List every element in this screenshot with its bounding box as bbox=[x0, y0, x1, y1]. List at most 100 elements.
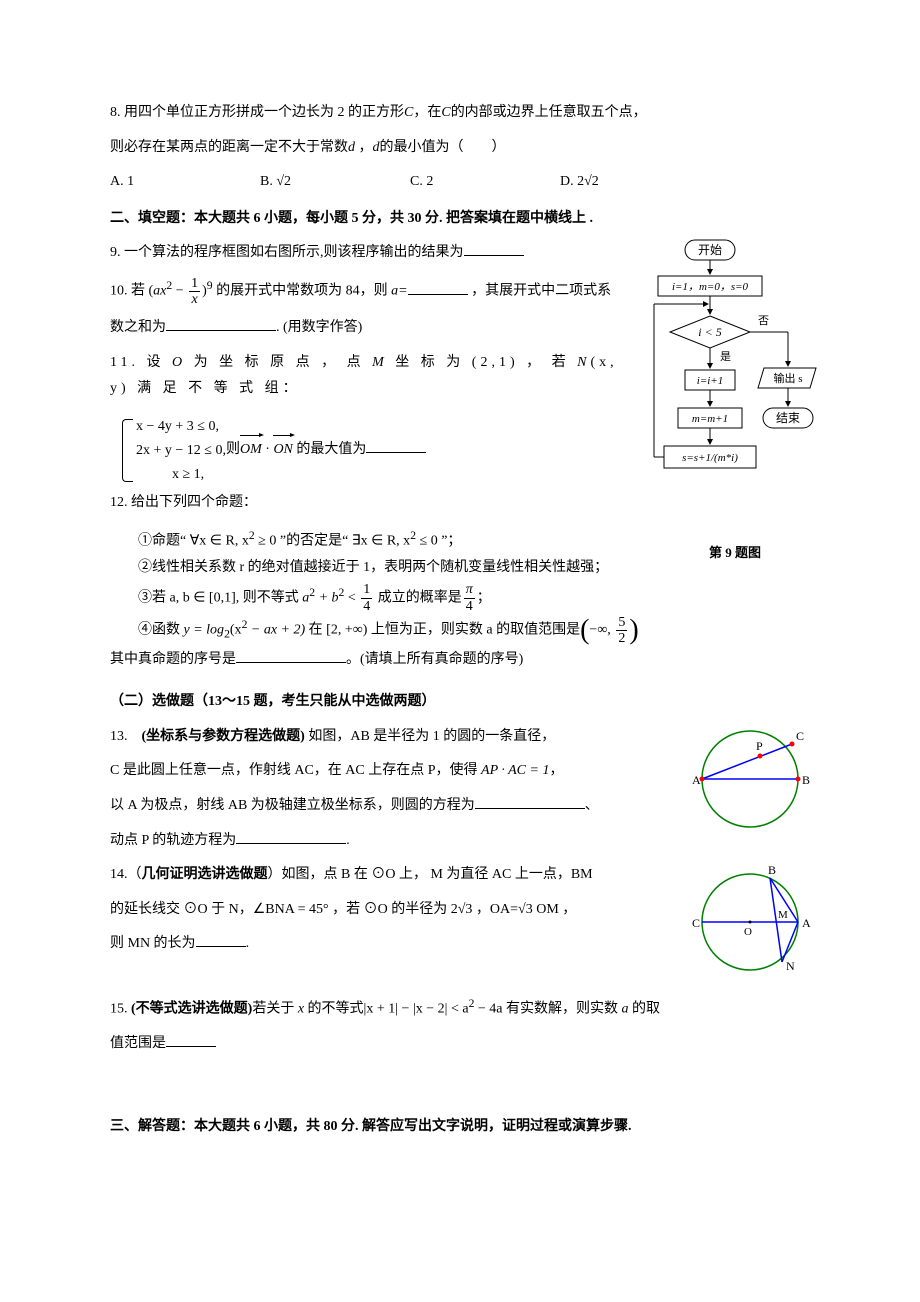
q15-mid3: 有实数解，则实数 bbox=[503, 1001, 622, 1016]
q12-p4-mid: 上恒为正，则实数 a 的取值范围是 bbox=[367, 623, 580, 638]
q8-opt-b-val: √2 bbox=[276, 174, 291, 189]
fc-init: i=1，m=0，s=0 bbox=[672, 281, 749, 293]
q8-mid1: ，在 bbox=[413, 105, 441, 120]
q11-coord: (2,1) bbox=[472, 355, 519, 370]
q11-then: 则 bbox=[226, 442, 240, 457]
question-15-line2: 值范围是 bbox=[110, 1031, 820, 1058]
q13-post: 如图，AB 是半径为 1 的圆的一条直径， bbox=[305, 729, 555, 744]
q11-sys2: 2x + y − 12 ≤ 0, bbox=[136, 439, 226, 463]
svg-text:N: N bbox=[786, 959, 795, 973]
q13-line2-pre: C 是此圆上任意一点，作射线 AC，在 AC 上存在点 P，使得 bbox=[110, 763, 481, 778]
q12-p3-int: [0,1] bbox=[209, 591, 236, 606]
svg-text:M: M bbox=[778, 909, 788, 921]
q12-blank bbox=[236, 648, 346, 663]
q13-sep: 、 bbox=[585, 798, 599, 813]
q12-p1-ge: ≥ 0 bbox=[255, 534, 277, 549]
q13-blank1 bbox=[475, 794, 585, 809]
q14-blank bbox=[196, 932, 246, 947]
q11-t4: 满 足 不 等 式 组： bbox=[130, 381, 301, 396]
q11-pre: 11. 设 bbox=[110, 355, 172, 370]
q12-p4-paren: (x bbox=[230, 623, 242, 638]
q12-p1-le: ≤ 0 bbox=[416, 534, 438, 549]
q10-blank1 bbox=[408, 280, 468, 295]
q11-sys1: x − 4y + 3 ≤ 0, bbox=[136, 415, 226, 439]
q11-blank bbox=[366, 438, 426, 453]
q11-bracket: x − 4y + 3 ≤ 0, 2x + y − 12 ≤ 0, x ≥ 1, bbox=[122, 415, 226, 486]
svg-text:C: C bbox=[796, 729, 804, 743]
fc-step1: i=i+1 bbox=[697, 375, 723, 387]
fc-step2: m=m+1 bbox=[692, 413, 728, 425]
q13-cat: (坐标系与参数方程选做题) bbox=[142, 729, 305, 744]
q14-l3-pre: 则 MN 的长为 bbox=[110, 936, 196, 951]
q11-O: O bbox=[172, 355, 186, 370]
section-2-header: 二、填空题：本大题共 6 小题，每小题 5 分，共 30 分. 把答案填在题中横… bbox=[110, 206, 820, 233]
q14-diagram: C A B N M O bbox=[680, 862, 820, 993]
fc-yes: 是 bbox=[720, 350, 731, 363]
q15-line2: 值范围是 bbox=[110, 1036, 166, 1051]
q14-l2-mid2: ，OA= bbox=[472, 902, 518, 917]
flowchart-figure: 开始 i=1，m=0，s=0 i < 5 是 否 输出 s 结束 i=i+1 m… bbox=[650, 238, 820, 565]
q8-opt-a: A. 1 bbox=[110, 169, 260, 196]
svg-text:A: A bbox=[802, 916, 811, 930]
q14-end: . bbox=[246, 936, 250, 951]
q11-dot: · bbox=[262, 442, 274, 457]
question-15: 15. (不等式选讲选做题)若关于 x 的不等式|x + 1| − |x − 2… bbox=[110, 993, 820, 1023]
section-optional-header: （二）选做题（13～15 题，考生只能从中选做两题） bbox=[110, 689, 820, 716]
q12-tail: 其中真命题的序号是 。(请填上所有真命题的序号) bbox=[110, 647, 820, 674]
fc-no: 否 bbox=[758, 315, 769, 327]
q12-p1-mid: ”的否定是“ bbox=[276, 534, 351, 549]
q12-p3-lt: < bbox=[344, 591, 359, 606]
q13-pre: 13. bbox=[110, 729, 142, 744]
flowchart-caption: 第 9 题图 bbox=[650, 541, 820, 566]
q11-after: 的最大值为 bbox=[293, 442, 367, 457]
q15-mid1: 若关于 bbox=[252, 1001, 298, 1016]
q13-line4-pre: 动点 P 的轨迹方程为 bbox=[110, 833, 236, 848]
q15-expr2: − 4a bbox=[474, 1001, 502, 1016]
q8-opt-d-val: 2√2 bbox=[577, 174, 599, 189]
q12-p4-rest: − ax + 2) bbox=[247, 623, 305, 638]
q8-opt-d: D. 2√2 bbox=[560, 169, 710, 196]
q12-p4-rfrac: 52 bbox=[616, 615, 627, 647]
q12-p4-rparen: ) bbox=[629, 615, 638, 646]
q12-p4-dom: [2, +∞) bbox=[326, 623, 367, 638]
q8-opt-b: B. √2 bbox=[260, 169, 410, 196]
q10-line2: 数之和为 bbox=[110, 320, 166, 335]
q12-p4-in: 在 bbox=[305, 623, 326, 638]
q12-p1-end: ”； bbox=[438, 534, 462, 549]
q14-l2-mid: ，若 ⊙O 的半径为 bbox=[329, 902, 451, 917]
q11-OM: OM bbox=[240, 437, 262, 464]
q12-p3-plus: + b bbox=[315, 591, 338, 606]
fc-output: 输出 s bbox=[773, 371, 802, 385]
q12-p3-pi: π4 bbox=[464, 582, 475, 614]
q8-mid3: ， bbox=[355, 140, 373, 155]
q10-mid1: 的展开式中常数项为 84，则 bbox=[213, 284, 392, 299]
q10-aeq: a= bbox=[391, 284, 407, 299]
q10-ax: ax bbox=[153, 284, 166, 299]
q8-line2-pre: 则必存在某两点的距离一定不大于常数 bbox=[110, 140, 348, 155]
q13-blank2 bbox=[236, 829, 346, 844]
q13-line2-post: ， bbox=[549, 763, 563, 778]
q12-p3-mid: , 则不等式 bbox=[236, 591, 303, 606]
q12-tail-post: 。(请填上所有真命题的序号) bbox=[346, 652, 523, 667]
q10-mid2: ，其展开式中二项式系 bbox=[468, 284, 612, 299]
q13-line3-pre: 以 A 为极点，射线 AB 为极轴建立极坐标系，则圆的方程为 bbox=[110, 798, 475, 813]
q10-pre: 10. 若 ( bbox=[110, 284, 153, 299]
q12-p1-pre: ①命题“ bbox=[138, 534, 190, 549]
question-11-system: x − 4y + 3 ≤ 0, 2x + y − 12 ≤ 0, x ≥ 1, … bbox=[110, 411, 640, 490]
q15-blank bbox=[166, 1032, 216, 1047]
q15-expr: |x + 1| − |x − 2| < a bbox=[364, 1001, 469, 1016]
q14-l2-mid3: OM ， bbox=[533, 902, 577, 917]
q8-d-1: d bbox=[348, 140, 355, 155]
q12-p4-rpre: −∞, bbox=[589, 623, 614, 638]
q12-p4-pre: ④函数 bbox=[138, 623, 184, 638]
svg-text:A: A bbox=[692, 773, 701, 787]
q12-p3-mid2: 成立的概率是 bbox=[374, 591, 462, 606]
svg-text:P: P bbox=[756, 739, 763, 753]
q15-pre: 15. bbox=[110, 1001, 131, 1016]
q14-rval: 2√3 bbox=[451, 902, 473, 917]
q9-text: 9. 一个算法的程序框图如右图所示,则该程序输出的结果为 bbox=[110, 245, 464, 260]
q12-tail-pre: 其中真命题的序号是 bbox=[110, 652, 236, 667]
q11-M: M bbox=[372, 355, 388, 370]
question-8: 8. 用四个单位正方形拼成一个边长为 2 的正方形C，在C的内部或边界上任意取五… bbox=[110, 100, 820, 127]
svg-text:B: B bbox=[768, 863, 776, 877]
